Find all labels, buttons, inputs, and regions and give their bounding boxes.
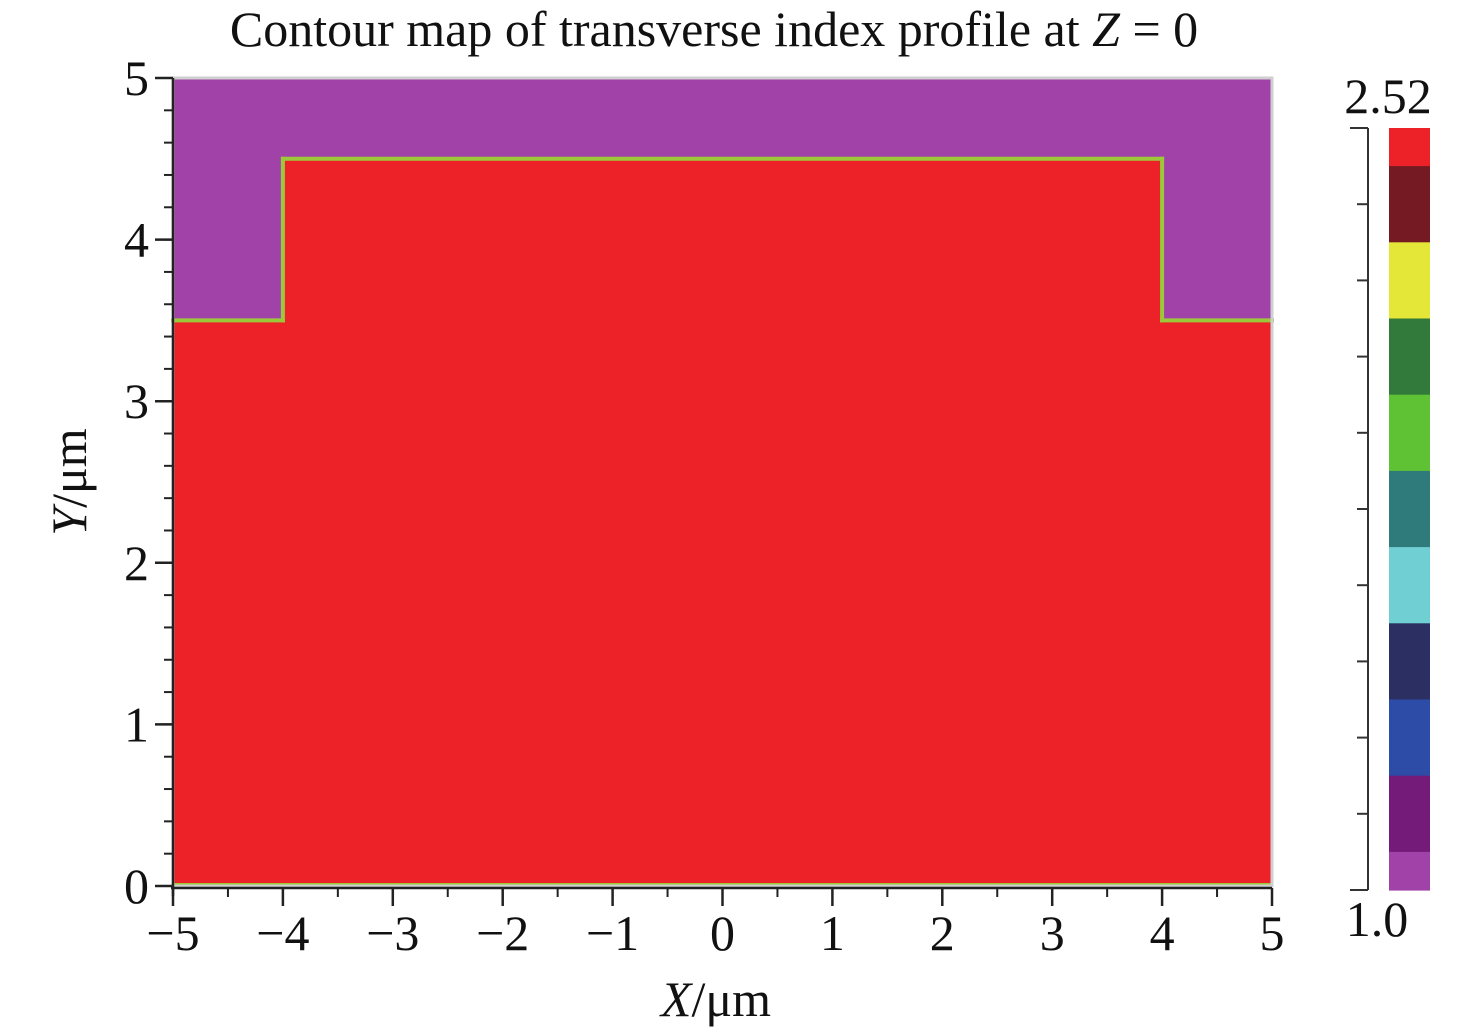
x-tick-label: 1 xyxy=(820,905,845,961)
y-tick-label: 4 xyxy=(124,212,149,268)
x-tick-label: 0 xyxy=(710,905,735,961)
colorbar-segment xyxy=(1389,470,1430,548)
axes: 0 1 2 3 4 5 −5 −4 −3 −2 −1 0 1 2 3 4 5 xyxy=(124,50,1285,961)
y-tick-label: 3 xyxy=(124,373,149,429)
colorbar-segment xyxy=(1389,699,1430,777)
x-tick-label: −4 xyxy=(256,905,309,961)
x-tick-label: −5 xyxy=(146,905,199,961)
colorbar-max-label: 2.52 xyxy=(1344,68,1432,124)
colorbar xyxy=(1350,127,1430,891)
colorbar-segment xyxy=(1389,242,1430,320)
x-tick-label: −3 xyxy=(366,905,419,961)
x-tick-label: −1 xyxy=(586,905,639,961)
colorbar-segment xyxy=(1389,166,1430,243)
colorbar-segment xyxy=(1389,547,1430,624)
colorbar-segment xyxy=(1389,623,1430,701)
y-tick-label: 0 xyxy=(124,858,149,914)
x-tick-label: 4 xyxy=(1150,905,1175,961)
colorbar-segment xyxy=(1389,128,1430,167)
x-tick-label: 3 xyxy=(1040,905,1065,961)
y-tick-label: 1 xyxy=(124,696,149,752)
region-1 xyxy=(173,158,1272,887)
y-axis-label: Y/μm xyxy=(41,428,97,536)
colorbar-min-label: 1.0 xyxy=(1346,891,1409,947)
x-axis-label: X/μm xyxy=(659,971,771,1027)
x-tick-label: 5 xyxy=(1260,905,1285,961)
x-tick-label: −2 xyxy=(476,905,529,961)
colorbar-segment xyxy=(1389,775,1430,853)
chart-title: Contour map of transverse index profile … xyxy=(230,1,1198,57)
colorbar-segment xyxy=(1389,851,1430,891)
colorbar-segment xyxy=(1389,394,1430,472)
plot-area xyxy=(173,78,1272,887)
y-tick-label: 2 xyxy=(124,535,149,591)
colorbar-segment xyxy=(1389,318,1430,396)
region-0 xyxy=(173,78,1272,321)
y-tick-label: 5 xyxy=(124,50,149,106)
x-tick-label: 2 xyxy=(930,905,955,961)
